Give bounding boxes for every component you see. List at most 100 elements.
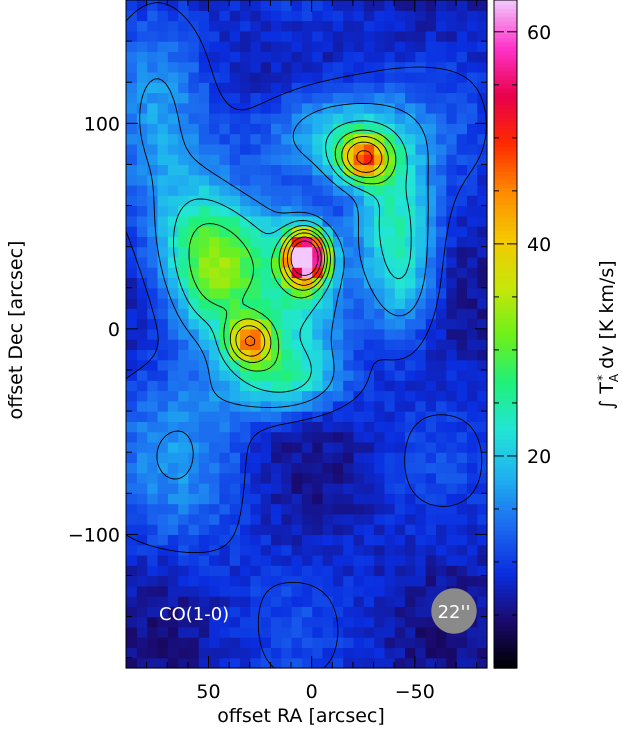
map-cell: [311, 318, 323, 330]
map-cell: [301, 113, 313, 124]
map-cell: [466, 20, 478, 32]
map-cell: [476, 71, 488, 83]
map-cell: [435, 10, 447, 22]
colorbar-step: [494, 613, 517, 619]
map-cell: [260, 184, 271, 196]
map-cell: [425, 267, 437, 279]
map-cell: [177, 513, 189, 525]
map-cell: [373, 565, 385, 577]
map-cell: [167, 20, 179, 32]
map-cell: [291, 174, 302, 186]
map-cell: [373, 61, 385, 73]
map-cell: [280, 441, 292, 453]
map-cell: [301, 483, 313, 494]
map-cell: [208, 277, 220, 289]
map-cell: [218, 308, 230, 320]
map-cell: [156, 441, 168, 453]
map-cell: [270, 575, 282, 587]
map-cell: [394, 359, 406, 371]
map-cell: [373, 184, 385, 196]
map-cell: [352, 554, 364, 566]
map-cell: [156, 544, 168, 556]
map-cell: [136, 298, 148, 309]
map-cell: [394, 462, 406, 474]
map-cell: [414, 71, 426, 83]
map-cell: [177, 92, 189, 104]
map-cell: [229, 61, 241, 73]
map-cell: [208, 339, 220, 351]
map-cell: [311, 493, 323, 505]
map-cell: [342, 596, 354, 607]
map-cell: [301, 575, 313, 587]
map-cell: [342, 0, 354, 11]
map-cell: [466, 400, 478, 412]
map-cell: [260, 0, 271, 11]
map-cell: [321, 626, 333, 638]
map-cell: [280, 554, 292, 566]
map-cell: [321, 513, 333, 525]
map-cell: [425, 287, 437, 299]
map-cell: [435, 51, 447, 63]
map-cell: [404, 657, 416, 669]
map-cell: [156, 575, 168, 587]
map-cell: [476, 256, 488, 268]
map-cell: [270, 349, 282, 361]
map-cell: [187, 441, 199, 453]
map-cell: [208, 154, 220, 166]
map-cell: [425, 164, 437, 176]
map-cell: [363, 616, 375, 628]
map-cell: [383, 154, 395, 166]
map-cell: [373, 483, 385, 494]
map-cell: [456, 61, 467, 73]
map-cell: [187, 20, 199, 32]
map-cell: [425, 606, 437, 618]
colorbar-step: [494, 292, 517, 298]
map-cell: [218, 164, 230, 176]
map-cell: [260, 298, 271, 309]
map-cell: [126, 462, 137, 474]
map-cell: [260, 441, 271, 453]
map-cell: [373, 441, 385, 453]
map-cell: [352, 71, 364, 83]
map-cell: [291, 524, 302, 535]
colorbar-step: [494, 242, 517, 248]
colorbar-step: [494, 442, 517, 448]
map-cell: [332, 246, 344, 258]
map-cell: [373, 431, 385, 443]
map-cell: [146, 596, 158, 607]
map-cell: [394, 308, 406, 320]
map-cell: [466, 92, 478, 104]
map-cell: [425, 174, 437, 186]
map-cell: [342, 472, 354, 484]
map-cell: [187, 657, 199, 669]
map-cell: [291, 493, 302, 505]
map-cell: [311, 483, 323, 494]
map-cell: [342, 61, 354, 73]
map-cell: [146, 524, 158, 535]
map-cell: [167, 585, 179, 597]
map-cell: [311, 92, 323, 104]
map-cell: [425, 30, 437, 42]
colorbar-step: [494, 526, 517, 531]
map-cell: [136, 452, 148, 464]
map-cell: [218, 524, 230, 535]
map-cell: [208, 503, 220, 515]
map-cell: [456, 503, 467, 515]
map-cell: [198, 143, 210, 155]
map-cell: [291, 133, 302, 145]
map-cell: [239, 61, 251, 73]
map-cell: [456, 82, 467, 94]
map-cell: [342, 637, 354, 649]
map-cell: [301, 20, 313, 32]
map-cell: [260, 431, 271, 443]
map-cell: [167, 657, 179, 669]
map-cell: [332, 524, 344, 535]
map-cell: [218, 92, 230, 104]
colorbar-step: [494, 626, 517, 632]
map-cell: [167, 328, 179, 340]
map-cell: [187, 174, 199, 186]
map-cell: [187, 554, 199, 566]
map-cell: [249, 637, 261, 649]
map-cell: [414, 513, 426, 525]
map-cell: [342, 123, 354, 135]
